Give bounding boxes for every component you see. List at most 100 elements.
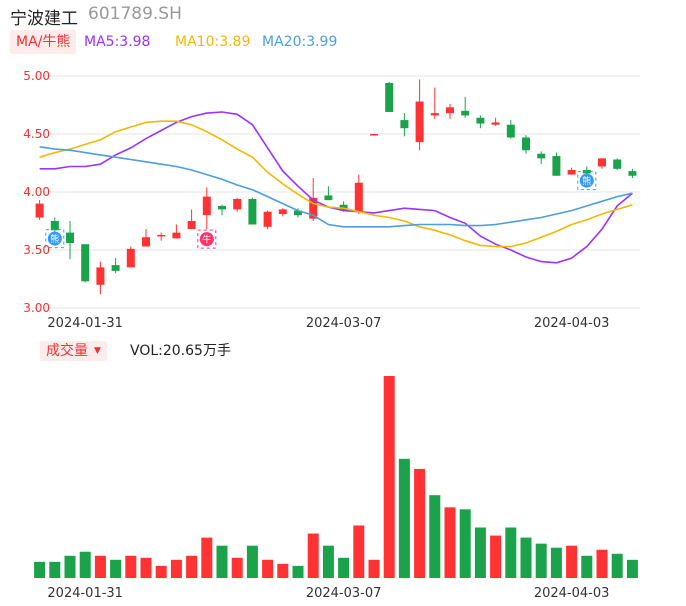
y-tick-label: 3.50 (23, 243, 50, 257)
candle-body (461, 110, 470, 116)
volume-bar (581, 555, 593, 578)
ma20-line (39, 146, 633, 228)
volume-bar (626, 559, 638, 578)
signal-marker-frame (577, 171, 597, 191)
stock-code: 601789.SH (88, 4, 182, 24)
volume-bar (277, 563, 289, 578)
candle-body (400, 120, 409, 129)
candle-body (96, 267, 105, 285)
candle-body (50, 221, 59, 231)
candle-body (126, 248, 135, 268)
y-tick-label: 4.50 (23, 127, 50, 141)
candle-body (522, 137, 530, 151)
candle-body (35, 203, 44, 218)
volume-bar (246, 545, 258, 578)
volume-bar (322, 545, 334, 578)
signal-marker-label: 牛 (202, 234, 211, 246)
signal-marker-frame (45, 229, 65, 249)
signal-marker-label: 熊 (50, 233, 59, 245)
x-tick-label: 2024-03-07 (306, 586, 382, 601)
volume-bar (429, 495, 441, 578)
candle-body (370, 134, 378, 136)
volume-bar (216, 545, 228, 578)
ma-toggle-button[interactable]: MA/牛熊 (10, 30, 77, 54)
y-tick-label: 3.00 (23, 301, 50, 315)
candle-body (537, 153, 546, 159)
candle-body (446, 107, 454, 114)
volume-bar (490, 535, 502, 578)
volume-bar (186, 555, 198, 578)
candle-body (506, 124, 515, 138)
signal-marker: 牛 (197, 229, 217, 249)
signal-marker-frame (197, 229, 217, 249)
candle-body (248, 198, 257, 225)
volume-bar (125, 555, 137, 578)
volume-bar (459, 509, 471, 578)
candle-body (415, 101, 424, 143)
volume-bar (49, 561, 61, 578)
candle-body (111, 265, 120, 271)
volume-bar (201, 537, 213, 578)
candle-body (157, 234, 166, 237)
volume-bar (292, 565, 304, 578)
volume-bar (338, 557, 350, 578)
volume-bar (79, 551, 91, 578)
ma10-line (39, 120, 633, 248)
candle-body (81, 244, 90, 282)
volume-bar (535, 543, 547, 578)
candle-body (233, 198, 242, 210)
volume-bar (307, 533, 319, 578)
volume-value: VOL:20.65万手 (130, 343, 231, 359)
volume-bar (398, 458, 410, 578)
candle-body (567, 169, 576, 175)
volume-bar (550, 547, 562, 578)
x-tick-label: 2024-03-07 (306, 316, 382, 331)
volume-bar (520, 537, 532, 578)
candle-body (598, 158, 606, 167)
ma10-legend: MA10:3.89 (175, 34, 251, 50)
candle-body (263, 211, 272, 227)
volume-bar (611, 553, 623, 578)
candle-body (552, 156, 561, 176)
x-tick-label: 2024-04-03 (534, 316, 610, 331)
stock-name: 宁波建工 (10, 9, 78, 29)
volume-bar (155, 565, 167, 578)
volume-bar (262, 559, 274, 578)
candle-body (491, 122, 500, 125)
volume-bar (64, 555, 76, 578)
ma5-line (39, 111, 633, 264)
x-tick-label: 2024-01-31 (47, 586, 123, 601)
x-tick-label: 2024-01-31 (47, 316, 123, 331)
signal-marker-dot (199, 232, 214, 247)
volume-bar (444, 507, 456, 578)
volume-bar (231, 557, 243, 578)
candle-body (294, 210, 302, 216)
volume-bar (596, 549, 608, 578)
ma20-legend: MA20:3.99 (262, 34, 338, 50)
candle-body (278, 209, 287, 215)
dropdown-arrow-icon: ▼ (94, 346, 101, 356)
candle-body (385, 82, 394, 112)
y-tick-label: 4.00 (23, 185, 50, 199)
volume-bar (353, 525, 365, 578)
volume-bar (170, 559, 182, 578)
volume-bar (414, 468, 426, 578)
signal-marker-dot (47, 231, 62, 246)
candle-body (187, 221, 196, 230)
candle-body (628, 171, 637, 176)
candle-body (309, 197, 318, 219)
x-tick-label: 2024-04-03 (534, 586, 610, 601)
volume-indicator-button[interactable]: 成交量 ▼ (40, 341, 107, 361)
candle-body (202, 196, 211, 216)
volume-bar (34, 561, 46, 578)
volume-bar (474, 527, 486, 578)
volume-bar (505, 527, 517, 578)
candle-body (66, 232, 74, 244)
volume-indicator-label: 成交量 (46, 343, 88, 359)
volume-bar (94, 555, 106, 578)
volume-bar (368, 559, 380, 578)
volume-bar (566, 545, 578, 578)
candle-body (430, 113, 439, 116)
signal-marker: 熊 (577, 171, 597, 191)
